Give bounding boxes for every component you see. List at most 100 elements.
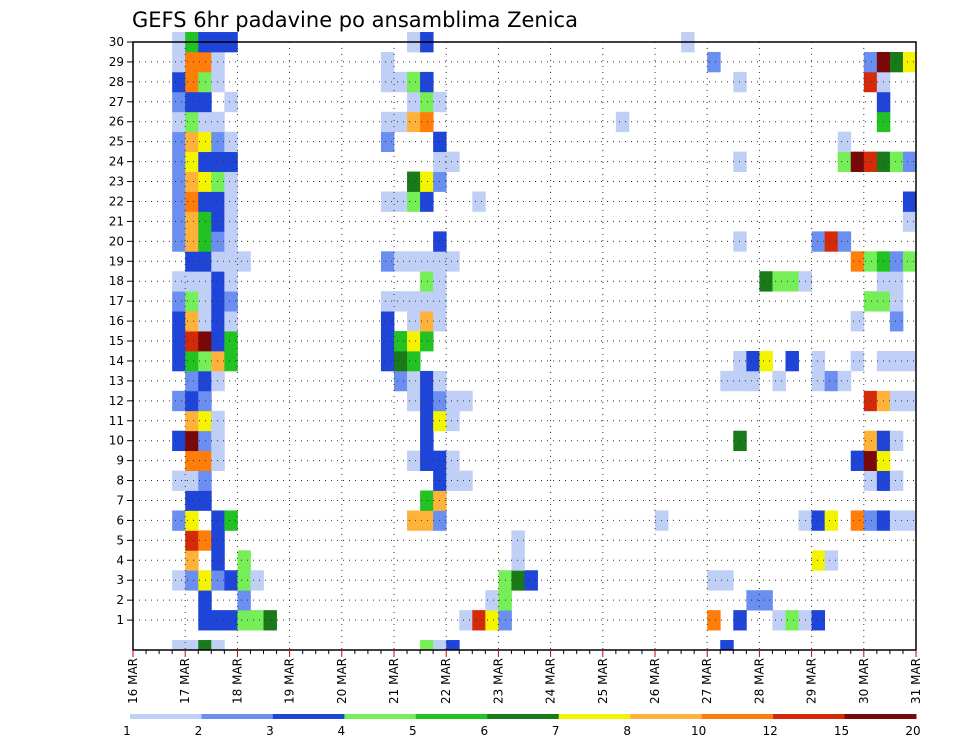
- heatmap-cell: [172, 211, 186, 232]
- heatmap-cell: [472, 610, 486, 631]
- heatmap-cell: [211, 271, 225, 292]
- heatmap-cell: [902, 191, 917, 212]
- heatmap-cell: [185, 231, 199, 252]
- y-tick-label: 6: [116, 513, 124, 527]
- heatmap-cell: [198, 370, 212, 392]
- heatmap-cell: [198, 530, 212, 551]
- heatmap-cell: [863, 291, 878, 312]
- heatmap-cell: [889, 510, 904, 531]
- heatmap-cell: [198, 450, 212, 471]
- heatmap-cell: [185, 111, 199, 133]
- heatmap-cell: [172, 71, 186, 93]
- heatmap-cell: [172, 151, 186, 172]
- heatmap-cell: [198, 51, 212, 73]
- heatmap-cell: [746, 590, 760, 611]
- heatmap-cell: [172, 570, 186, 591]
- heatmap-cell: [224, 151, 238, 172]
- heatmap-cell: [902, 251, 917, 272]
- heatmap-cell: [211, 550, 225, 571]
- heatmap-cell: [211, 291, 225, 312]
- heatmap-cell: [863, 51, 878, 73]
- heatmap-cell: [824, 550, 839, 571]
- y-tick-label: 11: [109, 414, 124, 428]
- heatmap-cell: [772, 610, 786, 631]
- heatmap-cell: [198, 640, 212, 651]
- heatmap-cell: [185, 291, 199, 312]
- colorbar-label: 5: [409, 724, 417, 738]
- heatmap-cell: [198, 350, 212, 372]
- heatmap-cell: [485, 610, 499, 631]
- heatmap-cell: [902, 151, 917, 172]
- heatmap-cell: [524, 570, 538, 591]
- heatmap-cell: [198, 610, 212, 631]
- y-tick-label: 4: [116, 553, 124, 567]
- y-axis: 1234567891011121314151617181920212223242…: [109, 35, 133, 627]
- heatmap-cell: [420, 370, 434, 392]
- y-tick-label: 30: [109, 35, 124, 49]
- x-tick-label: 26 MAR: [648, 658, 662, 704]
- heatmap-cell: [237, 590, 251, 611]
- heatmap-cell: [185, 530, 199, 551]
- heatmap-cell: [733, 430, 747, 452]
- colorbar-label: 1: [123, 724, 131, 738]
- colorbar: 1 2 3 4 5 6 7 8 10 12 15 20: [123, 714, 921, 738]
- heatmap-cell: [420, 430, 434, 452]
- x-tick-label: 31 MAR: [909, 658, 923, 704]
- y-tick-label: 9: [116, 454, 124, 468]
- heatmap-cell: [211, 111, 225, 133]
- heatmap-cell: [785, 610, 799, 631]
- heatmap-cell: [211, 131, 225, 153]
- colorbar-swatch: [558, 714, 631, 719]
- heatmap-cell: [211, 331, 225, 352]
- heatmap-cell: [211, 311, 225, 332]
- heatmap-cell: [224, 610, 238, 631]
- chart-title: GEFS 6hr padavine po ansamblima Zenica: [132, 8, 578, 32]
- heatmap-cell: [407, 71, 421, 93]
- heatmap-cell: [198, 311, 212, 332]
- y-tick-label: 1: [116, 613, 124, 627]
- heatmap-cell: [185, 71, 199, 93]
- heatmap-cell: [224, 291, 238, 312]
- y-tick-label: 15: [109, 334, 124, 348]
- heatmap-cell: [863, 251, 878, 272]
- heatmap-cell: [394, 350, 408, 372]
- heatmap-cell: [394, 191, 408, 212]
- heatmap-cell: [185, 430, 199, 452]
- heatmap-cell: [420, 171, 434, 192]
- heatmap-cell: [407, 510, 421, 531]
- heatmap-cell: [889, 311, 904, 332]
- heatmap-cell: [733, 231, 747, 252]
- heatmap-cell: [420, 291, 434, 312]
- heatmap-cell: [811, 370, 826, 392]
- heatmap-cell: [224, 510, 238, 531]
- colorbar-swatch: [272, 714, 345, 719]
- heatmap-cell: [263, 610, 277, 631]
- colorbar-swatch: [487, 714, 560, 719]
- heatmap-cell: [446, 450, 460, 471]
- heatmap-cell: [380, 51, 395, 73]
- heatmap-cell: [172, 350, 186, 372]
- heatmap-cell: [720, 570, 734, 591]
- y-tick-label: 24: [109, 155, 124, 169]
- heatmap-cell: [198, 251, 212, 272]
- heatmap-cell: [172, 131, 186, 153]
- y-tick-label: 10: [109, 434, 124, 448]
- heatmap-cells: [172, 32, 917, 651]
- heatmap-cell: [902, 211, 917, 232]
- heatmap-cell: [472, 191, 486, 212]
- heatmap-cell: [172, 390, 186, 412]
- heatmap-cell: [420, 191, 434, 212]
- y-tick-label: 14: [109, 354, 124, 368]
- heatmap-cell: [198, 430, 212, 452]
- heatmap-cell: [185, 410, 199, 432]
- y-tick-label: 29: [109, 55, 124, 69]
- heatmap-cell: [172, 470, 186, 491]
- heatmap-cell: [811, 550, 826, 571]
- heatmap-cell: [889, 390, 904, 412]
- heatmap-cell: [420, 450, 434, 471]
- heatmap-cell: [407, 111, 421, 133]
- heatmap-cell: [198, 191, 212, 212]
- colorbar-swatch: [630, 714, 703, 719]
- heatmap-cell: [198, 390, 212, 412]
- heatmap-cell: [889, 251, 904, 272]
